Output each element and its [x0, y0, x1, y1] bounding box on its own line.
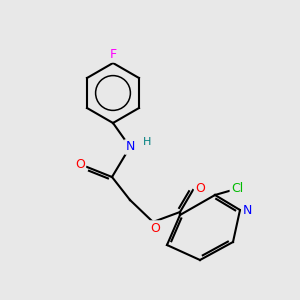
Text: O: O [150, 221, 160, 235]
Text: Cl: Cl [231, 182, 243, 194]
Text: N: N [125, 140, 135, 154]
Text: O: O [195, 182, 205, 194]
Text: O: O [75, 158, 85, 172]
Text: N: N [242, 203, 252, 217]
Text: F: F [110, 49, 117, 62]
Text: H: H [143, 137, 151, 147]
